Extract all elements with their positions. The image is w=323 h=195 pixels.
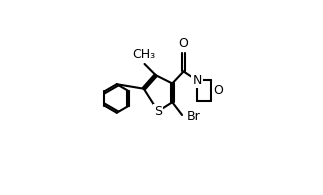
- Text: N: N: [193, 74, 202, 87]
- Text: O: O: [213, 84, 223, 98]
- Text: CH₃: CH₃: [132, 48, 155, 61]
- Text: O: O: [179, 37, 189, 50]
- Text: S: S: [154, 105, 162, 118]
- Text: Br: Br: [187, 110, 200, 123]
